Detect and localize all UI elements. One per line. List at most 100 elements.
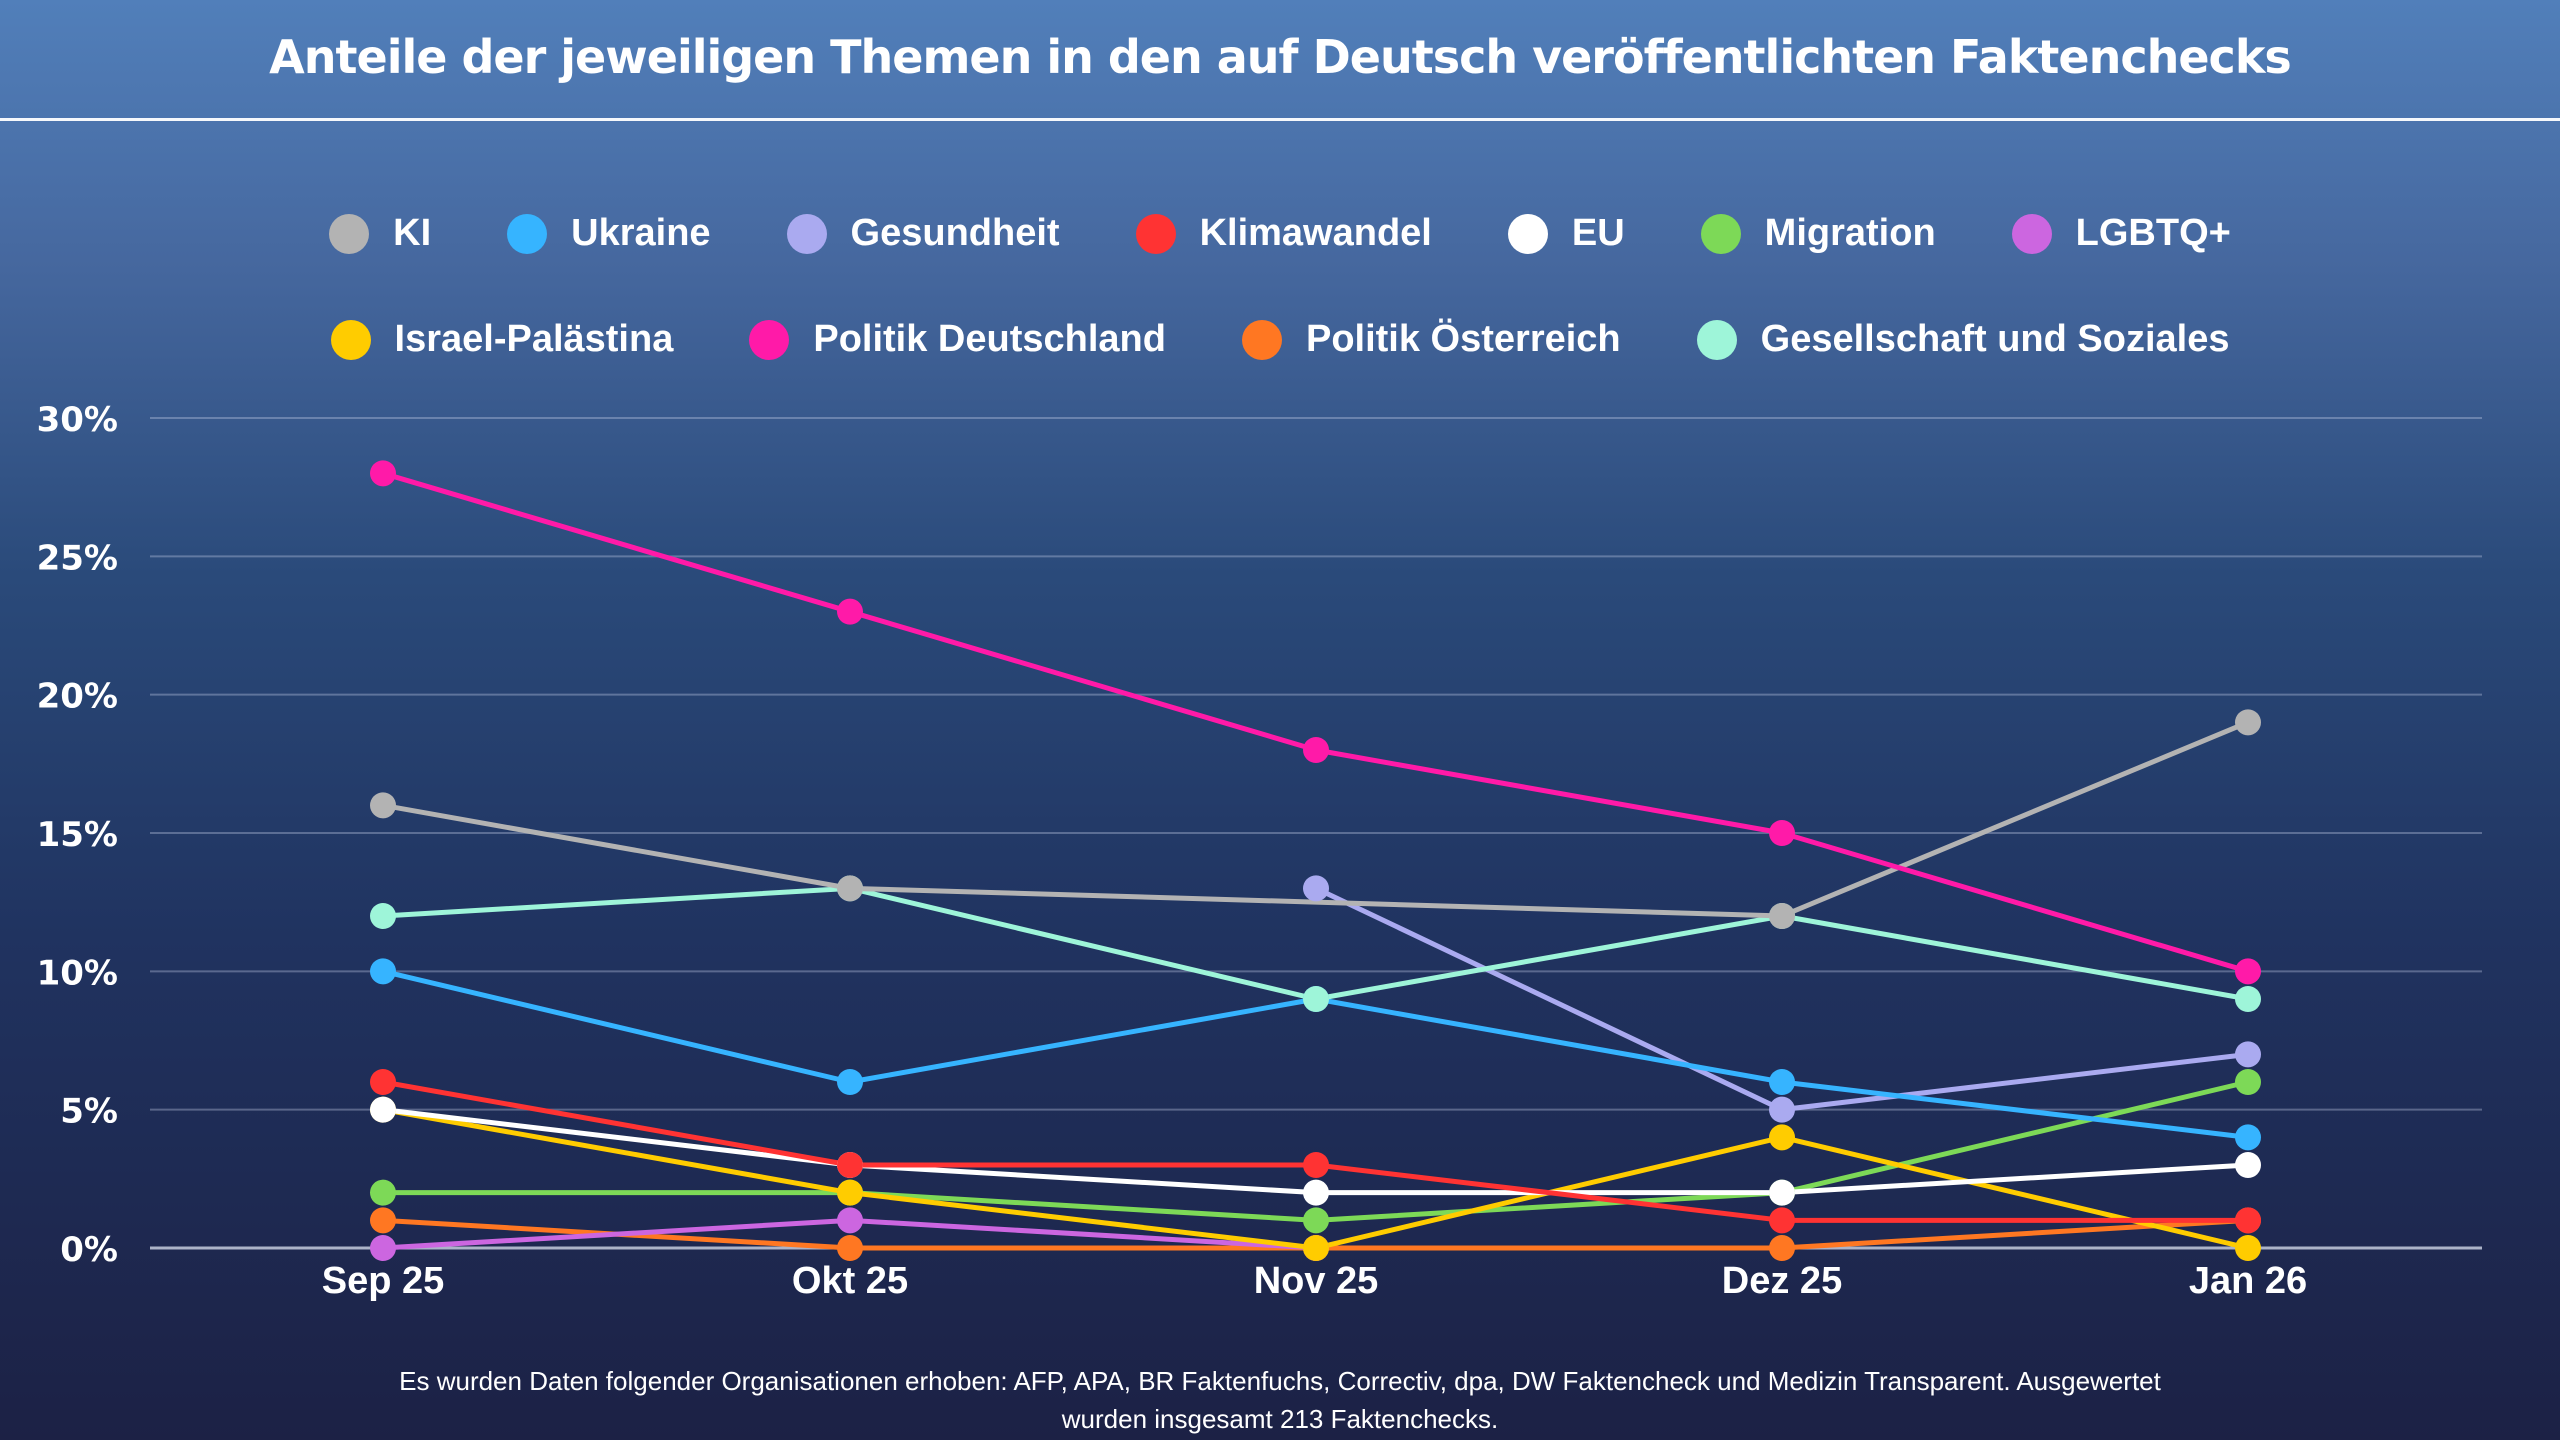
- legend-item-ukraine: Ukraine: [507, 212, 711, 255]
- series-lgbtq: [380, 1217, 1319, 1251]
- line-segment-ki: [380, 802, 853, 891]
- data-point-ki: [370, 792, 396, 819]
- legend-item-gesellschaft-soziales: Gesellschaft und Soziales: [1696, 318, 2230, 361]
- line-segment-gesundheit: [1313, 885, 1785, 1113]
- markers-ukraine: [370, 958, 2261, 1151]
- markers-klimawandel: [370, 1069, 2261, 1234]
- data-point-israel-palastina: [837, 1179, 863, 1206]
- legend-label: EU: [1571, 212, 1625, 254]
- line-segment-israel-palastina: [380, 1107, 853, 1196]
- data-point-israel-palastina: [1303, 1235, 1329, 1261]
- series-gesundheit: [1313, 885, 2251, 1113]
- data-point-migration: [1303, 1207, 1329, 1234]
- legend-label: Israel-Palästina: [394, 318, 674, 360]
- legend-row-2: Israel-Palästina Politik Deutschland Pol…: [0, 318, 2560, 361]
- chart-title: Anteile der jeweiligen Themen in den auf…: [269, 30, 2292, 84]
- series-klimawandel: [380, 1079, 2251, 1223]
- legend-item-eu: EU: [1507, 212, 1625, 255]
- legend-item-politik-deutschland: Politik Deutschland: [749, 318, 1166, 361]
- legend-swatch-icon: [329, 213, 370, 254]
- data-point-eu: [2235, 1152, 2261, 1178]
- legend-swatch-icon: [1696, 319, 1737, 360]
- data-point-klimawandel: [370, 1069, 396, 1095]
- y-tick-label: 20%: [37, 677, 118, 717]
- data-point-gesellschaft-und-soziales: [1303, 986, 1329, 1012]
- data-point-politik-osterreich: [370, 1207, 396, 1234]
- data-point-migration: [2235, 1069, 2261, 1095]
- legend-item-klimawandel: Klimawandel: [1135, 212, 1432, 255]
- footnote: Es wurden Daten folgender Organisationen…: [300, 1362, 2260, 1438]
- line-segment-israel-palastina: [847, 1190, 1319, 1251]
- legend-swatch-icon: [2011, 213, 2052, 254]
- legend-label: Gesundheit: [850, 212, 1060, 254]
- legend-item-gesundheit: Gesundheit: [786, 212, 1060, 255]
- x-tick-label: Dez 25: [1722, 1260, 1842, 1302]
- legend-swatch-icon: [1700, 213, 1741, 254]
- legend-item-politik-oesterreich: Politik Österreich: [1241, 318, 1621, 361]
- line-segment-eu: [847, 1162, 1319, 1196]
- line-segment-eu: [1779, 1162, 2251, 1196]
- line-segment-gesellschaft-und-soziales: [1313, 913, 1785, 1002]
- legend-item-migration: Migration: [1700, 212, 1936, 255]
- legend-label: Gesellschaft und Soziales: [1760, 318, 2230, 360]
- data-point-ukraine: [370, 958, 396, 985]
- legend-swatch-icon: [1507, 213, 1548, 254]
- footnote-line-2: wurden insgesamt 213 Faktenchecks.: [1061, 1404, 1499, 1434]
- legend-row-1: KI Ukraine Gesundheit Klimawandel EU Mig…: [0, 212, 2560, 255]
- data-point-gesundheit: [2235, 1041, 2261, 1068]
- data-point-politik-deutschland: [1769, 820, 1795, 846]
- markers-ki: [370, 709, 2261, 929]
- legend-swatch-icon: [1135, 213, 1176, 254]
- series-markers: [370, 460, 2261, 1261]
- y-axis: 0% 5% 10% 15% 20% 25% 30%: [37, 400, 118, 1270]
- line-segment-gesellschaft-und-soziales: [847, 885, 1319, 1002]
- line-segment-politik-deutschland: [1779, 830, 2251, 974]
- data-point-klimawandel: [1769, 1207, 1795, 1234]
- markers-politik-deutschland: [370, 460, 2261, 985]
- legend-item-lgbtq: LGBTQ+: [2011, 212, 2231, 255]
- data-point-ukraine: [837, 1069, 863, 1095]
- legend-label: KI: [393, 212, 432, 254]
- x-tick-label: Sep 25: [322, 1260, 445, 1302]
- series-gesellschaft-und-soziales: [380, 885, 2251, 1002]
- line-segment-migration: [1779, 1079, 2251, 1196]
- legend-label: Politik Deutschland: [813, 318, 1166, 360]
- line-segment-lgbtq: [380, 1217, 853, 1251]
- x-tick-label: Okt 25: [792, 1260, 908, 1302]
- data-point-politik-deutschland: [837, 598, 863, 625]
- data-point-gesellschaft-und-soziales: [2235, 986, 2261, 1012]
- series-ki: [380, 719, 2251, 919]
- legend-label: LGBTQ+: [2075, 212, 2231, 254]
- line-segment-klimawandel: [380, 1079, 853, 1168]
- data-point-ukraine: [2235, 1124, 2261, 1151]
- legend-label: Ukraine: [571, 212, 711, 254]
- data-point-klimawandel: [2235, 1207, 2261, 1234]
- line-segment-klimawandel: [1313, 1162, 1785, 1223]
- data-point-eu: [370, 1096, 396, 1123]
- y-tick-label: 30%: [37, 400, 118, 440]
- legend-label: Klimawandel: [1199, 212, 1432, 254]
- markers-gesundheit: [1303, 875, 2261, 1123]
- data-point-politik-deutschland: [1303, 737, 1329, 763]
- title-divider: [0, 118, 2560, 121]
- x-tick-label: Nov 25: [1254, 1260, 1379, 1302]
- line-segment-lgbtq: [847, 1217, 1319, 1251]
- data-point-politik-osterreich: [837, 1235, 863, 1261]
- data-point-migration: [370, 1179, 396, 1206]
- data-point-ki: [2235, 709, 2261, 736]
- legend-swatch-icon: [786, 213, 827, 254]
- line-segment-ukraine: [1313, 996, 1785, 1085]
- data-point-lgbtq: [837, 1207, 863, 1234]
- series-politik-deutschland: [380, 470, 2251, 974]
- line-segment-migration: [847, 1190, 1319, 1223]
- line-segment-gesellschaft-und-soziales: [380, 885, 853, 919]
- legend-swatch-icon: [749, 319, 790, 360]
- data-point-israel-palastina: [1769, 1124, 1795, 1151]
- markers-migration: [370, 1069, 2261, 1234]
- line-segment-eu: [380, 1107, 853, 1168]
- line-segment-politik-deutschland: [380, 470, 853, 615]
- line-segment-ukraine: [1779, 1079, 2251, 1140]
- y-tick-label: 0%: [60, 1230, 118, 1270]
- line-segment-ukraine: [847, 996, 1319, 1085]
- line-segment-gesellschaft-und-soziales: [1779, 913, 2251, 1002]
